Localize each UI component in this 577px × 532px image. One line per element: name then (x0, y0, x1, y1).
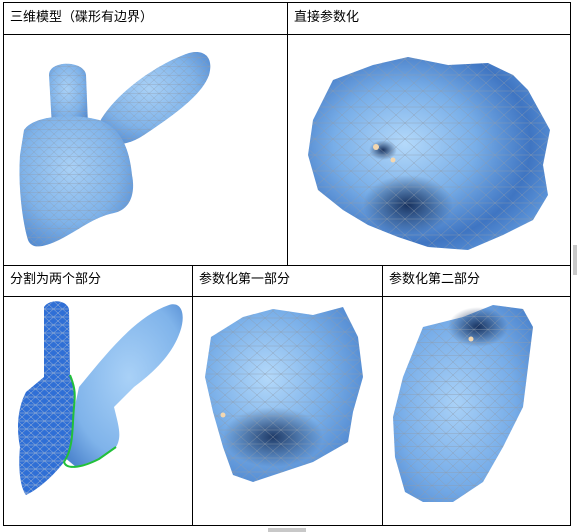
param-part2-image (383, 297, 570, 525)
caption-3d-model: 三维模型（碟形有边界） (10, 10, 153, 26)
grid-right (570, 2, 571, 526)
param-part1-image (193, 297, 382, 525)
scrollbar-right-mark (573, 245, 577, 275)
caption-direct-parameterization: 直接参数化 (294, 10, 359, 26)
panel-direct-parameterization (288, 35, 570, 265)
panel-3d-model (4, 35, 287, 265)
split-bunny-image (4, 297, 192, 525)
panel-parameterize-part-2 (383, 297, 570, 525)
grid-bottom (3, 525, 571, 526)
grid-mid (3, 265, 571, 266)
caption-split-two-parts: 分割为两个部分 (10, 272, 101, 288)
direct-param-image (288, 35, 570, 265)
caption-parameterize-part-1: 参数化第一部分 (199, 272, 290, 288)
caption-parameterize-part-2: 参数化第二部分 (389, 272, 480, 288)
scrollbar-bottom-mark (268, 528, 306, 532)
panel-split-two-parts (4, 297, 192, 525)
figure-grid: 三维模型（碟形有边界） 直接参数化 分割为两个部分 参数化第一部分 参数化第二部… (3, 2, 571, 526)
bunny-model-image (4, 35, 287, 265)
panel-parameterize-part-1 (193, 297, 382, 525)
